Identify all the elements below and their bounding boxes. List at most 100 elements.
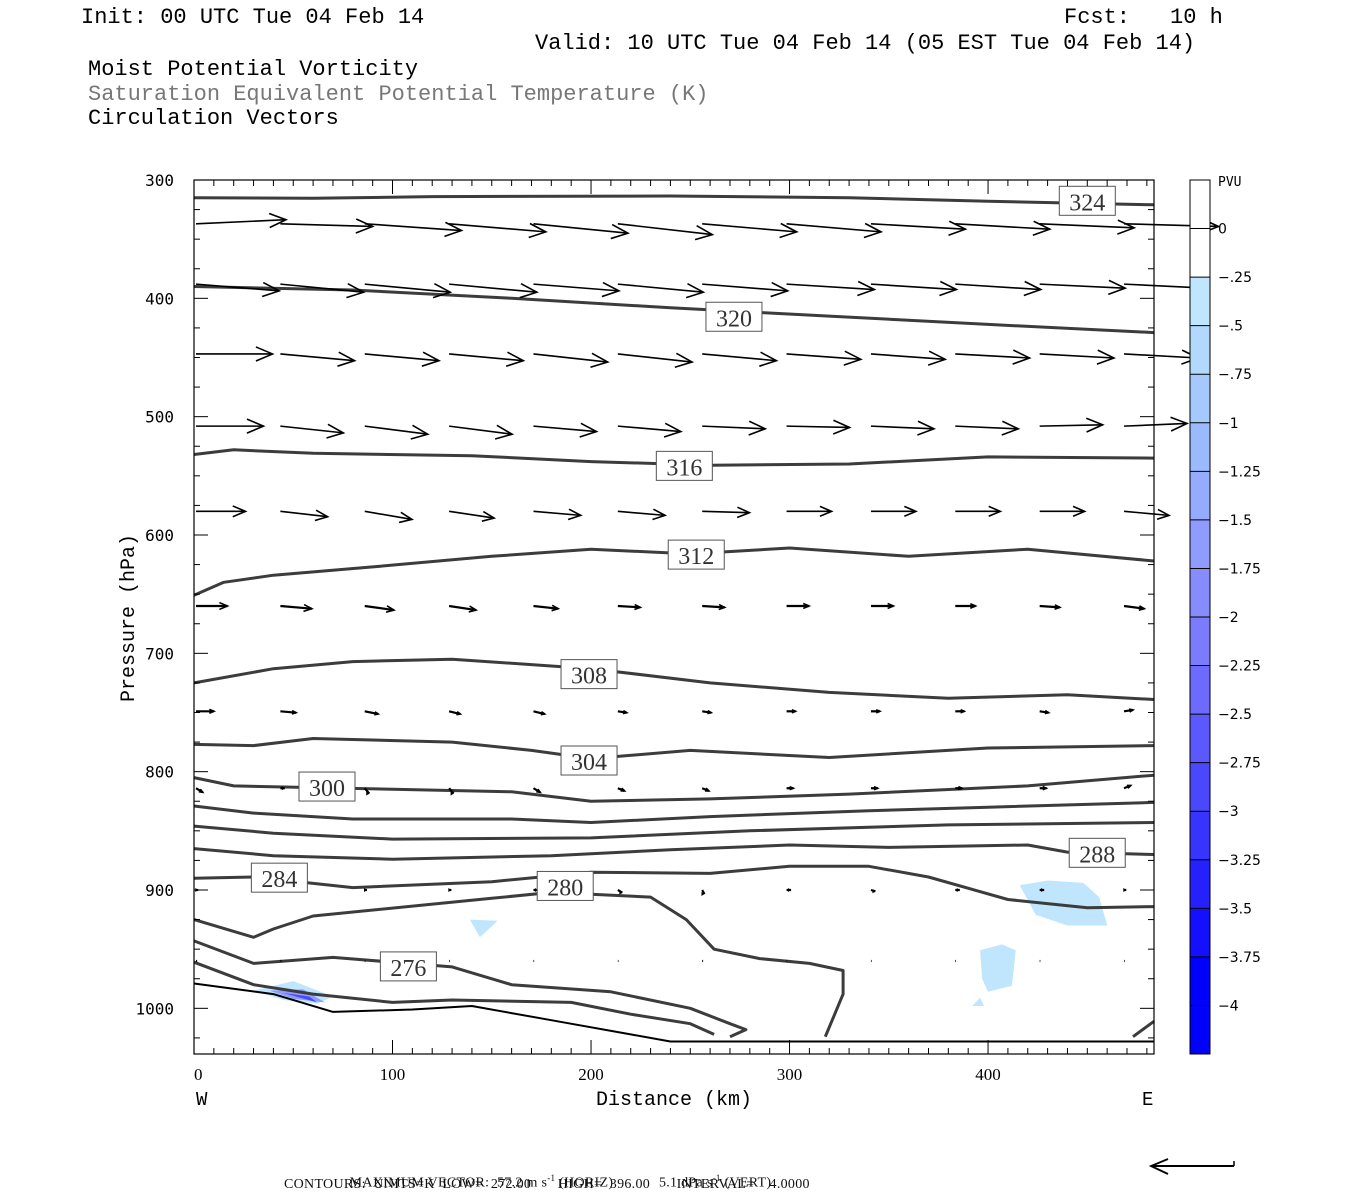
- vector-head: [1108, 279, 1128, 296]
- vector-head: [652, 508, 668, 521]
- vector-head: [872, 889, 876, 894]
- vector-shaft: [280, 604, 312, 610]
- vector-arrow: [448, 510, 497, 522]
- vector-head: [674, 352, 695, 368]
- contour-line-272: [193, 960, 715, 1036]
- vector-arrow: [448, 787, 455, 796]
- vector-arrow: [364, 282, 453, 299]
- vector-arrow: [702, 603, 727, 611]
- vector-arrow: [786, 602, 812, 610]
- vector-shaft: [364, 510, 413, 521]
- vector-head: [843, 350, 863, 366]
- vector-head: [528, 222, 548, 239]
- contour-line-288: [193, 843, 1155, 861]
- vector-head: [385, 605, 397, 613]
- vector-arrow: [532, 787, 542, 794]
- contour-label-312: 312: [667, 539, 725, 570]
- y-tick-label: 1000: [135, 999, 174, 1018]
- max-vector-horiz: 57.2 m s: [496, 1175, 548, 1191]
- vector-head: [494, 424, 515, 440]
- vector-arrow: [617, 422, 683, 438]
- vector-head: [1044, 709, 1051, 715]
- vector-shaft: [280, 283, 364, 294]
- vector-head: [432, 282, 453, 299]
- x-tick-label: 400: [975, 1065, 1001, 1084]
- colorbar-swatch: [1190, 665, 1210, 715]
- vector-arrow: [1039, 505, 1087, 517]
- vector-head: [534, 887, 538, 892]
- vector-arrow: [1039, 785, 1049, 791]
- vector-arrow: [702, 420, 768, 436]
- contour-label-text: 276: [390, 956, 426, 982]
- contour-label-box: [560, 745, 618, 776]
- vector-head: [1126, 784, 1133, 789]
- vector-head: [1096, 349, 1116, 365]
- vector-shaft: [702, 283, 788, 292]
- vector-shaft: [1039, 283, 1126, 289]
- colorbar-tick-label: −.5: [1218, 319, 1243, 335]
- vector-arrow: [533, 604, 561, 612]
- vector-arrow: [196, 708, 217, 715]
- colorbar-tick-label: −.75: [1218, 367, 1252, 383]
- vector-shaft: [280, 353, 355, 362]
- vector-head: [718, 603, 727, 611]
- pv-region: [469, 919, 498, 938]
- vector-arrow: [1039, 219, 1137, 235]
- vector-arrow: [955, 420, 1021, 436]
- vector-head: [314, 509, 330, 522]
- vector-shaft: [364, 283, 451, 294]
- vector-arrow: [195, 212, 289, 229]
- vector-shaft: [195, 218, 287, 225]
- vector-head: [958, 785, 965, 791]
- vector-head: [736, 506, 752, 519]
- contour-label-box: [250, 862, 308, 893]
- vector-arrow: [955, 349, 1032, 365]
- contour-line-284: [193, 864, 1155, 910]
- vert-unit-exponent: -1: [712, 1173, 721, 1183]
- vector-shaft: [449, 353, 524, 362]
- vector-arrow: [1123, 604, 1147, 611]
- vector-shaft: [1039, 423, 1103, 427]
- vector-arrow: [195, 787, 205, 794]
- axes: 0 100 200 300 400 300 400 500 600 700 800 900 1000: [135, 171, 1155, 1084]
- vector-head: [198, 788, 205, 794]
- vector-head: [701, 892, 705, 897]
- vector-shaft: [280, 510, 328, 518]
- vector-shaft: [617, 353, 693, 363]
- vector-arrow: [617, 222, 715, 241]
- reference-vector-arrow-icon: [1148, 1158, 1235, 1175]
- contour-label-280: 280: [536, 870, 594, 901]
- vector-arrow: [280, 282, 366, 299]
- vector-arrow: [1124, 416, 1190, 432]
- vector-shaft: [786, 353, 861, 361]
- vector-arrow: [1039, 417, 1105, 433]
- contour-line-296: [193, 800, 1155, 824]
- contour-line-300: [193, 773, 1155, 803]
- vector-arrow: [617, 889, 623, 895]
- vector-shaft: [364, 604, 395, 612]
- vector-arrow: [448, 887, 452, 892]
- vector-head: [939, 280, 959, 297]
- y-axis-title: Pressure (hPa): [118, 534, 141, 702]
- vector-shaft: [364, 353, 440, 362]
- contour-labels: 324 320 316 312 308 304 300 288 284 280 276: [250, 185, 1126, 982]
- vector-arrow: [1123, 784, 1133, 790]
- vector-shaft: [617, 604, 641, 609]
- vector-head: [601, 281, 622, 298]
- colorbar-tick-label: −1.25: [1218, 464, 1261, 480]
- vector-arrow: [533, 352, 610, 368]
- vector-arrow: [786, 887, 792, 892]
- vector-shaft: [955, 222, 1050, 230]
- vector-head: [948, 220, 968, 236]
- contour-label-box: [1058, 185, 1116, 216]
- vector-head: [788, 887, 792, 892]
- colorbar-swatch: [1190, 519, 1210, 569]
- vector-head: [567, 508, 583, 521]
- vector-arrow: [449, 351, 526, 367]
- vector-arrow: [280, 218, 375, 234]
- vector-arrow: [702, 506, 752, 519]
- vector-head: [1032, 220, 1052, 236]
- contour-line-268: [193, 982, 1154, 1043]
- vector-arrow: [196, 601, 230, 611]
- vector-arrow: [870, 220, 968, 236]
